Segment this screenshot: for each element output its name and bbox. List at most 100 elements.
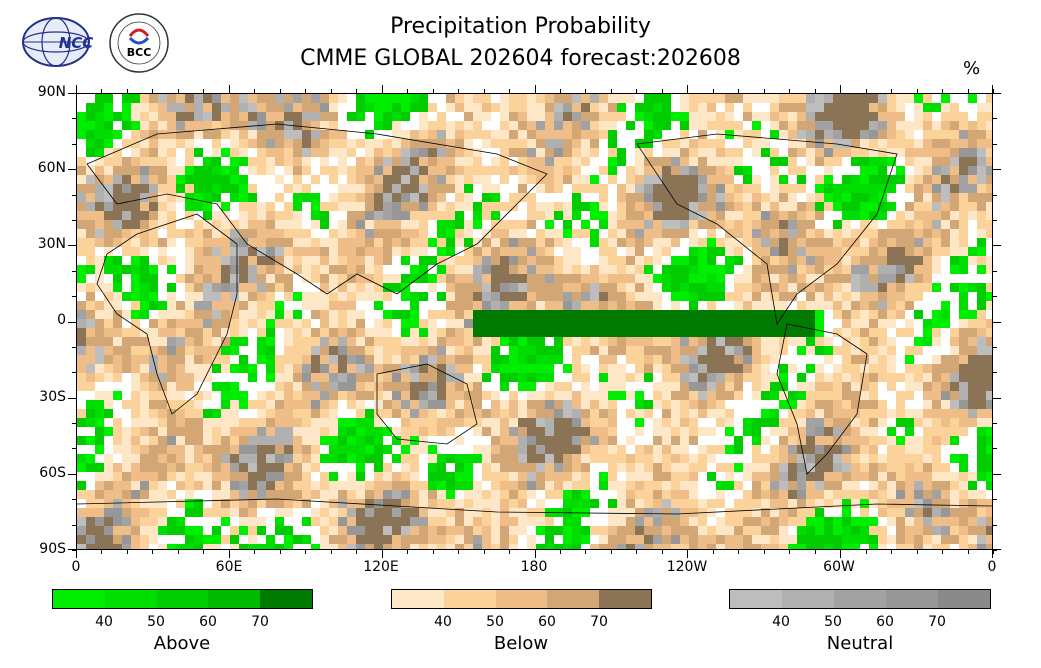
legend-swatch [156,590,209,608]
tick-mark [993,347,997,348]
tick-mark [535,89,536,93]
tick-mark [764,89,765,93]
legend-swatch [599,590,651,608]
legend-neutral-tick: 50 [824,614,842,630]
tick-mark [72,423,76,424]
tick-mark [356,89,357,93]
legend-swatch [730,590,782,608]
tick-mark [993,423,997,424]
lat-label-eq: 0 [57,312,66,328]
tick-mark [866,550,867,554]
legend-neutral-tick: 40 [772,614,790,630]
lat-label-30n: 30N [37,236,66,252]
legend-above-title: Above [153,633,211,654]
bcc-logo: BCC [108,12,170,78]
lon-label-60e: 60E [215,559,243,575]
tick-mark [993,296,997,297]
tick-mark [535,550,536,554]
tick-mark [331,550,332,554]
legend-swatch [208,590,261,608]
tick-mark [152,89,153,93]
tick-mark [127,550,128,554]
tick-mark [993,474,997,475]
tick-mark [254,89,255,93]
tick-mark [687,550,688,558]
lon-label-180: 180 [520,559,548,575]
tick-mark [72,195,76,196]
tick-mark [789,89,790,93]
tick-mark [76,89,77,93]
tick-mark [72,144,76,145]
tick-mark [968,550,969,554]
tick-mark [72,245,76,246]
legend-swatch [834,590,886,608]
tick-mark [891,89,892,93]
lat-label-60n: 60N [37,160,66,176]
tick-mark [407,89,408,93]
tick-mark [509,550,510,554]
tick-mark [968,89,969,93]
legend-neutral-colorbar [729,589,991,609]
tick-mark [127,89,128,93]
legend-below-tick: 50 [486,614,504,630]
tick-mark [305,550,306,554]
tick-mark [72,93,76,94]
lon-label-0-end: 0 [987,559,997,575]
tick-mark [382,550,383,558]
tick-mark [68,549,76,550]
tick-mark [636,550,637,554]
tick-mark [815,550,816,554]
tick-mark [611,550,612,554]
tick-mark [76,550,77,558]
legend-below-tick: 60 [538,614,556,630]
legend-swatch [886,590,938,608]
tick-mark [942,550,943,554]
lat-label-90s: 90S [39,541,66,557]
tick-mark [484,89,485,93]
tick-mark [993,550,997,551]
tick-mark [993,499,997,500]
ncc-logo-text: NCC [59,34,94,52]
legend-above-tick: 70 [251,614,269,630]
lon-label-120w: 120W [666,559,708,575]
tick-mark [509,89,510,93]
tick-mark [866,89,867,93]
tick-mark [993,118,997,119]
tick-mark [254,550,255,554]
tick-mark [738,550,739,554]
tick-mark [993,271,997,272]
legend-below-tick: 70 [590,614,608,630]
tick-mark [382,89,383,93]
legend-swatch [260,590,312,608]
tick-mark [993,322,1001,323]
tick-mark [993,474,1001,475]
unit-label: % [963,58,981,79]
tick-mark [72,296,76,297]
tick-mark [993,550,994,554]
tick-mark [72,398,76,399]
legend-swatch [104,590,157,608]
legend-below-tick: 40 [434,614,452,630]
tick-mark [993,245,1001,246]
legend-swatch [495,590,548,608]
tick-mark [585,550,586,554]
legend-above-tick: 50 [147,614,165,630]
tick-mark [72,499,76,500]
lon-label-0: 0 [71,559,81,575]
tick-mark [840,89,841,93]
tick-mark [331,89,332,93]
tick-mark [764,550,765,554]
tick-mark [72,271,76,272]
tick-mark [72,118,76,119]
tick-mark [942,89,943,93]
bcc-logo-text: BCC [127,46,152,59]
tick-mark [789,550,790,554]
tick-mark [72,372,76,373]
tick-mark [560,550,561,554]
map-canvas [77,94,992,549]
tick-mark [993,93,1001,94]
tick-mark [993,220,997,221]
legend-swatch [938,590,990,608]
tick-mark [72,448,76,449]
tick-mark [433,89,434,93]
